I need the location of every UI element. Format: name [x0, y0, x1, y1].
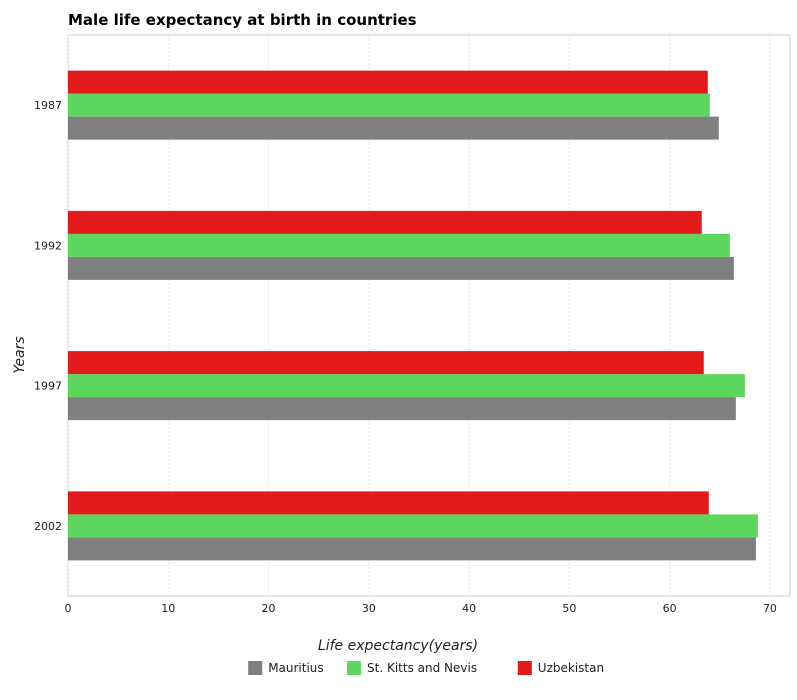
- legend-label: Uzbekistan: [538, 661, 604, 675]
- x-axis-label: Life expectancy(years): [318, 638, 478, 654]
- bar-st-kitts-and-nevis-1987: [68, 93, 710, 117]
- bar-uzbekistan-2002: [68, 491, 709, 515]
- legend-label: St. Kitts and Nevis: [367, 661, 477, 675]
- x-tick-label: 10: [161, 602, 175, 615]
- bar-mauritius-2002: [68, 537, 756, 561]
- bar-uzbekistan-1987: [68, 70, 708, 94]
- bar-mauritius-1992: [68, 256, 734, 280]
- x-tick-label: 50: [562, 602, 576, 615]
- x-tick-label: 70: [763, 602, 777, 615]
- x-tick-label: 60: [663, 602, 677, 615]
- y-tick-label: 1992: [34, 239, 62, 252]
- y-tick-label: 1997: [34, 380, 62, 393]
- x-tick-label: 30: [362, 602, 376, 615]
- bar-mauritius-1997: [68, 397, 736, 421]
- bar-mauritius-1987: [68, 116, 719, 140]
- legend-swatch: [347, 661, 361, 675]
- bar-st-kitts-and-nevis-1997: [68, 374, 745, 398]
- bar-uzbekistan-1992: [68, 210, 702, 234]
- legend-label: Mauritius: [268, 661, 323, 675]
- x-tick-label: 20: [262, 602, 276, 615]
- plot-area: 0 10 20 30 40 50 60 70 1987 1992 1997 2002: [34, 34, 791, 615]
- legend: Mauritius St. Kitts and Nevis Uzbekistan: [248, 661, 604, 675]
- bar-uzbekistan-1997: [68, 351, 704, 375]
- y-axis-label: Years: [12, 336, 28, 373]
- chart-title: Male life expectancy at birth in countri…: [68, 11, 417, 29]
- bar-st-kitts-and-nevis-2002: [68, 514, 758, 538]
- y-tick-label: 1987: [34, 99, 62, 112]
- x-tick-label: 40: [462, 602, 476, 615]
- legend-swatch: [517, 661, 532, 675]
- y-tick-label: 2002: [34, 520, 62, 533]
- bar-st-kitts-and-nevis-1992: [68, 233, 730, 257]
- x-tick-label: 0: [65, 602, 72, 615]
- legend-swatch: [248, 661, 263, 675]
